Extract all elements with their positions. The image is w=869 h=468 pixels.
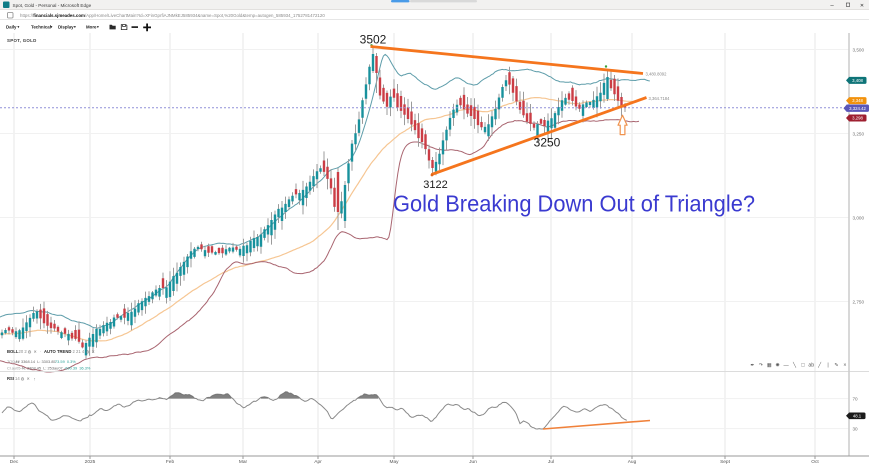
svg-text:·: · xyxy=(40,349,41,354)
svg-text:3,364.7184: 3,364.7184 xyxy=(649,96,671,101)
svg-text:14: 14 xyxy=(15,376,20,381)
svg-text:Aug: Aug xyxy=(628,459,637,465)
svg-text:✺: ✺ xyxy=(776,363,780,369)
svg-text:✕: ✕ xyxy=(92,349,96,354)
svg-text:|: | xyxy=(827,363,828,369)
svg-text:48.1: 48.1 xyxy=(853,413,862,418)
svg-text:Technical: Technical xyxy=(31,25,51,30)
svg-text:⚙: ⚙ xyxy=(86,349,91,354)
svg-text:May: May xyxy=(389,459,399,465)
svg-text:3,348: 3,348 xyxy=(852,98,863,103)
svg-text:Dec: Dec xyxy=(10,459,19,465)
svg-text:✒: ✒ xyxy=(750,363,754,369)
svg-text:Spot, Gold - Personal - Micros: Spot, Gold - Personal - Microsoft Edge xyxy=(13,3,92,8)
svg-text:Cl.au05—: Cl.au05— xyxy=(7,366,24,371)
svg-text:3250: 3250 xyxy=(534,136,561,150)
svg-text:✕: ✕ xyxy=(34,349,38,354)
svg-text:⚙: ⚙ xyxy=(21,376,26,381)
svg-text:□: □ xyxy=(801,363,805,369)
svg-text:╲: ╲ xyxy=(792,362,797,369)
svg-text:Jul: Jul xyxy=(548,459,554,465)
svg-text:Mar: Mar xyxy=(239,459,248,465)
svg-text:✕: ✕ xyxy=(27,376,31,381)
svg-text:–: – xyxy=(830,3,834,9)
svg-text:Jun: Jun xyxy=(469,459,477,465)
svg-text:20 2: 20 2 xyxy=(19,349,28,354)
svg-text:-690.39 36.3%: -690.39 36.3% xyxy=(64,366,91,371)
svg-text:Daily: Daily xyxy=(6,25,17,30)
svg-text:3,250: 3,250 xyxy=(853,131,865,136)
svg-text:AUTO TREND: AUTO TREND xyxy=(44,349,71,354)
svg-text:3,480.8092: 3,480.8092 xyxy=(646,72,668,77)
svg-text:3,408: 3,408 xyxy=(852,78,863,83)
svg-text:╱: ╱ xyxy=(817,362,822,369)
svg-text:2025: 2025 xyxy=(85,459,96,465)
svg-text:✕: ✕ xyxy=(860,3,864,9)
svg-text:Feb: Feb xyxy=(166,459,175,465)
svg-text:▾: ▾ xyxy=(96,25,100,29)
svg-text:↑: ↑ xyxy=(34,376,36,381)
svg-text:TODAY: TODAY xyxy=(7,359,20,364)
svg-text:30: 30 xyxy=(853,426,859,431)
svg-text:Display: Display xyxy=(58,25,74,30)
svg-text:▾: ▾ xyxy=(17,25,21,29)
svg-text:▦: ▦ xyxy=(767,363,772,369)
svg-text:⚙: ⚙ xyxy=(28,349,33,354)
svg-text:2 21 4: 2 21 4 xyxy=(73,349,85,354)
svg-text:BOLL: BOLL xyxy=(7,349,19,354)
svg-text:70: 70 xyxy=(853,396,859,401)
svg-text:3,500: 3,500 xyxy=(853,47,865,52)
svg-text:RSI: RSI xyxy=(7,376,14,381)
svg-text:▾: ▾ xyxy=(50,25,54,29)
svg-text:H: 3368.14 L: 3303.85: H: 3368.14 L: 3303.85 xyxy=(16,359,56,364)
svg-text:Gold Breaking Down Out of Tria: Gold Breaking Down Out of Triangle? xyxy=(393,191,755,217)
svg-text:Oct: Oct xyxy=(811,459,819,465)
svg-text:×: × xyxy=(843,363,846,369)
svg-text:ab: ab xyxy=(808,363,814,369)
svg-text:3,000: 3,000 xyxy=(853,215,865,220)
svg-text:▾: ▾ xyxy=(73,25,77,29)
svg-text:3,298: 3,298 xyxy=(852,116,863,121)
svg-text:3502: 3502 xyxy=(360,33,387,47)
svg-text:Apr: Apr xyxy=(314,459,322,465)
svg-text:SPOT, GOLD: SPOT, GOLD xyxy=(7,38,37,43)
svg-text:✎: ✎ xyxy=(834,363,838,369)
svg-text:3122: 3122 xyxy=(423,179,447,191)
svg-text:Sept: Sept xyxy=(720,459,731,465)
svg-text:—: — xyxy=(784,363,790,369)
svg-text:73.59 0.3%: 73.59 0.3% xyxy=(55,359,76,364)
svg-text:2,750: 2,750 xyxy=(853,299,865,304)
svg-text:3,324.42: 3,324.42 xyxy=(849,106,866,111)
svg-text:https://financials.sjmeades.co: https://financials.sjmeades.com/App/Home… xyxy=(20,13,325,18)
svg-text:N: 3308.45 L: 253au07: N: 3308.45 L: 253au07 xyxy=(22,366,63,371)
svg-text:↷: ↷ xyxy=(759,363,764,369)
svg-text:More: More xyxy=(86,25,97,30)
